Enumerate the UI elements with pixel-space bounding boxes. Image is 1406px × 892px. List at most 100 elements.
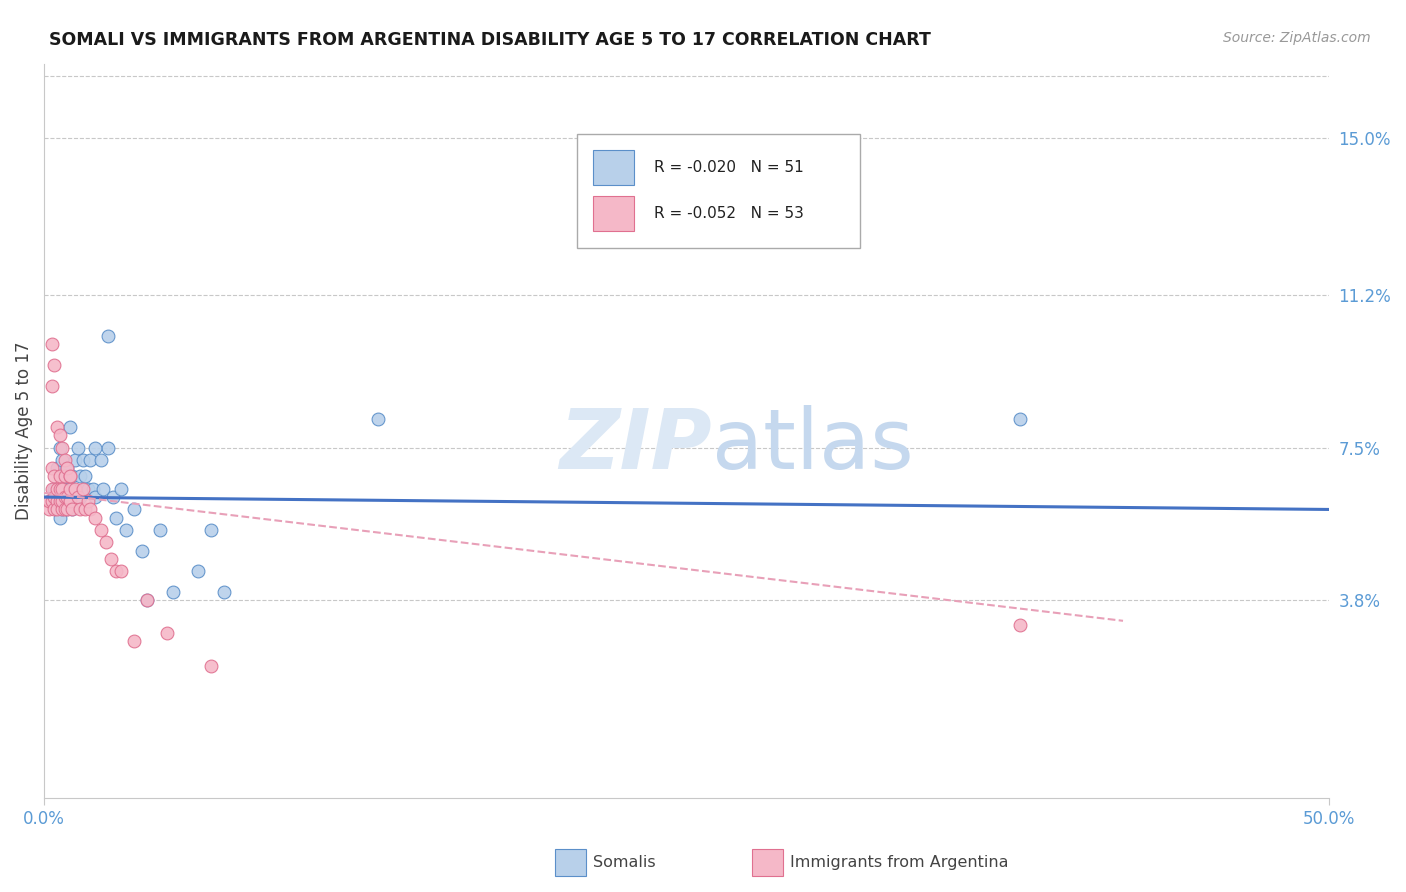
Point bbox=[51, 482, 73, 496]
Point bbox=[122, 502, 145, 516]
Point bbox=[44, 358, 66, 372]
Point bbox=[110, 564, 132, 578]
Point bbox=[48, 428, 70, 442]
Point bbox=[94, 535, 117, 549]
FancyBboxPatch shape bbox=[592, 196, 634, 231]
Point bbox=[48, 469, 70, 483]
Text: R = -0.052   N = 53: R = -0.052 N = 53 bbox=[654, 206, 804, 221]
Text: Immigrants from Argentina: Immigrants from Argentina bbox=[790, 855, 1008, 870]
Point bbox=[82, 482, 104, 496]
Point bbox=[1010, 618, 1032, 632]
Point bbox=[63, 482, 86, 496]
Point bbox=[53, 490, 76, 504]
Point bbox=[59, 482, 82, 496]
Point bbox=[110, 482, 132, 496]
Point bbox=[122, 634, 145, 648]
Point bbox=[44, 469, 66, 483]
Text: Somalis: Somalis bbox=[593, 855, 657, 870]
Point bbox=[200, 523, 222, 537]
Point bbox=[69, 502, 91, 516]
Point bbox=[84, 510, 107, 524]
Point bbox=[105, 510, 128, 524]
Point bbox=[90, 523, 112, 537]
Point bbox=[41, 461, 63, 475]
Point bbox=[38, 502, 60, 516]
Point bbox=[53, 453, 76, 467]
Point bbox=[115, 523, 138, 537]
Point bbox=[59, 482, 82, 496]
Point bbox=[56, 490, 79, 504]
Text: SOMALI VS IMMIGRANTS FROM ARGENTINA DISABILITY AGE 5 TO 17 CORRELATION CHART: SOMALI VS IMMIGRANTS FROM ARGENTINA DISA… bbox=[49, 31, 931, 49]
Point bbox=[56, 490, 79, 504]
Text: atlas: atlas bbox=[711, 405, 914, 486]
Point bbox=[156, 626, 179, 640]
Point bbox=[90, 453, 112, 467]
Y-axis label: Disability Age 5 to 17: Disability Age 5 to 17 bbox=[15, 342, 32, 520]
Point bbox=[72, 482, 94, 496]
Point bbox=[53, 482, 76, 496]
Point bbox=[135, 593, 157, 607]
Point bbox=[66, 490, 89, 504]
Point bbox=[63, 453, 86, 467]
Point bbox=[103, 490, 125, 504]
Point bbox=[48, 482, 70, 496]
Point bbox=[41, 337, 63, 351]
Point bbox=[46, 494, 69, 508]
Point bbox=[75, 502, 97, 516]
Point bbox=[60, 482, 83, 496]
Point bbox=[53, 469, 76, 483]
Point bbox=[72, 453, 94, 467]
Point bbox=[59, 420, 82, 434]
Point bbox=[56, 461, 79, 475]
Point bbox=[100, 552, 122, 566]
Point bbox=[135, 593, 157, 607]
Point bbox=[48, 494, 70, 508]
Text: ZIP: ZIP bbox=[560, 405, 711, 486]
Point bbox=[48, 441, 70, 455]
Point bbox=[66, 441, 89, 455]
Point bbox=[75, 469, 97, 483]
Point bbox=[105, 564, 128, 578]
Point bbox=[44, 482, 66, 496]
Point bbox=[187, 564, 209, 578]
Point bbox=[59, 494, 82, 508]
Point bbox=[44, 502, 66, 516]
Point bbox=[149, 523, 172, 537]
Point bbox=[53, 469, 76, 483]
Point bbox=[56, 502, 79, 516]
Point bbox=[76, 494, 98, 508]
Point bbox=[60, 502, 83, 516]
Point bbox=[200, 659, 222, 673]
Point bbox=[75, 482, 97, 496]
Point bbox=[367, 411, 389, 425]
Point bbox=[60, 469, 83, 483]
Point bbox=[97, 329, 120, 343]
Point bbox=[46, 482, 69, 496]
Point bbox=[1010, 411, 1032, 425]
Point bbox=[79, 502, 101, 516]
Point bbox=[46, 502, 69, 516]
Point bbox=[51, 494, 73, 508]
Point bbox=[69, 490, 91, 504]
Point bbox=[60, 502, 83, 516]
Point bbox=[48, 482, 70, 496]
Point bbox=[212, 585, 235, 599]
Text: Source: ZipAtlas.com: Source: ZipAtlas.com bbox=[1223, 31, 1371, 45]
Point bbox=[59, 469, 82, 483]
Point bbox=[131, 543, 153, 558]
Point bbox=[46, 420, 69, 434]
FancyBboxPatch shape bbox=[576, 134, 859, 248]
Point bbox=[51, 453, 73, 467]
Point bbox=[51, 482, 73, 496]
Point bbox=[53, 494, 76, 508]
Point bbox=[53, 502, 76, 516]
Point bbox=[51, 502, 73, 516]
Text: R = -0.020   N = 51: R = -0.020 N = 51 bbox=[654, 160, 804, 175]
Point bbox=[41, 482, 63, 496]
Point bbox=[56, 461, 79, 475]
Point bbox=[51, 502, 73, 516]
Point bbox=[46, 502, 69, 516]
Point bbox=[56, 502, 79, 516]
Point bbox=[79, 453, 101, 467]
Point bbox=[44, 490, 66, 504]
